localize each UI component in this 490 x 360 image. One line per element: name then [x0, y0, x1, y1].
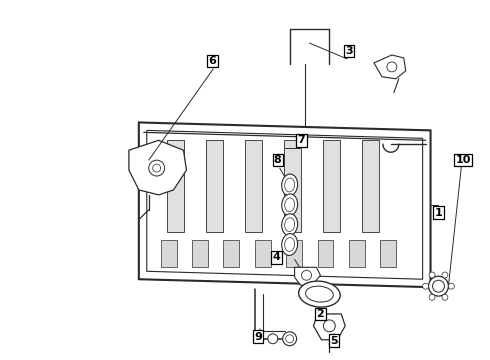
Text: 1: 1 [435, 208, 442, 218]
Circle shape [442, 294, 448, 300]
Polygon shape [139, 122, 431, 287]
Ellipse shape [282, 174, 297, 196]
Polygon shape [223, 239, 239, 267]
Ellipse shape [285, 218, 294, 231]
Polygon shape [129, 140, 187, 195]
Polygon shape [374, 55, 406, 79]
Circle shape [387, 62, 397, 72]
Polygon shape [349, 239, 365, 267]
Polygon shape [286, 239, 302, 267]
Circle shape [283, 332, 296, 346]
Text: 5: 5 [330, 336, 338, 346]
Circle shape [149, 160, 165, 176]
Ellipse shape [285, 238, 294, 251]
Polygon shape [318, 239, 333, 267]
Polygon shape [255, 239, 270, 267]
Text: 8: 8 [274, 155, 282, 165]
Text: 6: 6 [208, 56, 216, 66]
Ellipse shape [282, 214, 297, 235]
Polygon shape [314, 314, 345, 340]
Circle shape [429, 272, 435, 278]
Text: 7: 7 [298, 135, 305, 145]
Polygon shape [245, 140, 263, 231]
Polygon shape [322, 140, 341, 231]
Polygon shape [192, 239, 208, 267]
Polygon shape [284, 140, 301, 231]
Ellipse shape [285, 198, 294, 212]
Circle shape [153, 164, 161, 172]
Polygon shape [294, 267, 320, 285]
Ellipse shape [306, 286, 333, 302]
Polygon shape [161, 239, 176, 267]
Circle shape [323, 320, 335, 332]
Polygon shape [362, 140, 379, 231]
Circle shape [433, 280, 444, 292]
Text: 10: 10 [456, 155, 471, 165]
Circle shape [301, 270, 312, 280]
Circle shape [422, 283, 429, 289]
Ellipse shape [282, 234, 297, 255]
Text: 4: 4 [273, 252, 281, 262]
Polygon shape [206, 140, 223, 231]
Circle shape [448, 283, 454, 289]
Circle shape [429, 276, 448, 296]
Circle shape [429, 294, 435, 300]
Text: 3: 3 [345, 46, 353, 56]
Text: 9: 9 [254, 332, 262, 342]
Text: 2: 2 [317, 309, 324, 319]
Circle shape [268, 334, 278, 344]
Polygon shape [380, 239, 396, 267]
Ellipse shape [285, 178, 294, 192]
Ellipse shape [282, 194, 297, 216]
Circle shape [442, 272, 448, 278]
Circle shape [286, 335, 294, 343]
Ellipse shape [298, 281, 340, 307]
Polygon shape [167, 140, 184, 231]
